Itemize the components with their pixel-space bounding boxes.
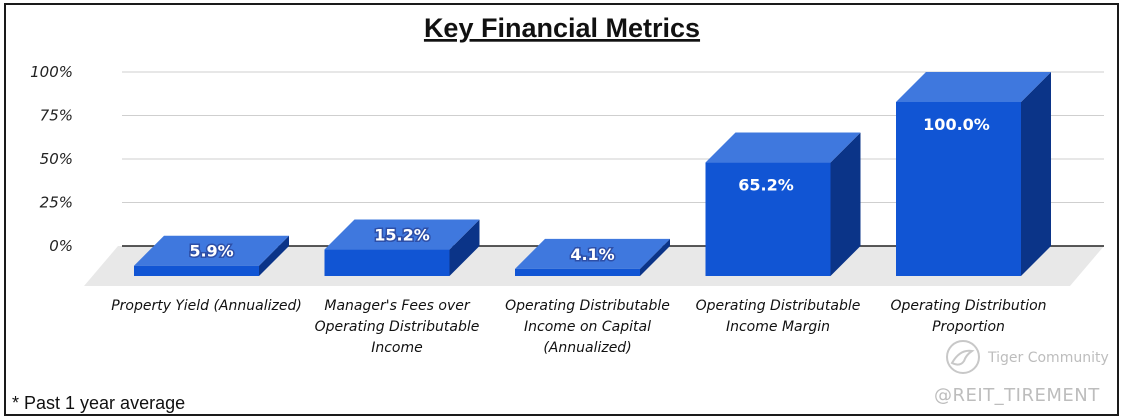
bar: 15.2%: [324, 219, 480, 276]
bar: 100.0%: [896, 72, 1051, 276]
bar-side: [830, 132, 861, 276]
bar-side: [640, 238, 670, 276]
bar-top: [896, 72, 1051, 102]
bar-side: [259, 235, 289, 276]
category-label: Property Yield (Annualized): [111, 298, 302, 314]
bar-front: [134, 265, 259, 276]
footnote: * Past 1 year average: [12, 393, 185, 413]
bar-top: [324, 219, 480, 250]
bar: 4.1%: [515, 238, 670, 276]
data-label: 15.2%: [374, 226, 430, 245]
bar: 65.2%: [705, 132, 861, 276]
data-label: 65.2%: [738, 176, 794, 195]
category-label: Operating Distribution Proportion: [890, 298, 1046, 335]
bar-side: [449, 219, 480, 276]
bar-front: [896, 102, 1021, 276]
data-label: 4.1%: [570, 245, 614, 264]
bar-top: [515, 238, 670, 269]
bar-front: [705, 162, 831, 276]
watermark-handle: @REIT_TIREMENT: [934, 385, 1100, 406]
bar-front: [324, 249, 450, 276]
y-tick-label: 50%: [40, 150, 73, 168]
data-label: 5.9%: [189, 242, 233, 261]
bar-top: [134, 235, 289, 266]
data-label: 100.0%: [923, 115, 990, 134]
bar-top: [705, 132, 861, 163]
tiger-logo-icon: [946, 340, 980, 374]
bar: 5.9%: [134, 235, 289, 276]
category-label: Operating Distributable Income Margin: [696, 298, 861, 335]
category-label: Manager's Fees over Operating Distributab…: [315, 298, 480, 356]
watermark-brand: Tiger Community: [987, 350, 1109, 366]
x-axis: Property Yield (Annualized) Manager's Fee…: [111, 298, 1046, 356]
y-tick-label: 75%: [40, 107, 73, 125]
bars: 5.9% 15.2% 4.1% 65.2% 100.0%: [134, 72, 1051, 276]
category-label: Operating Distributable Income on Capital…: [505, 298, 670, 356]
y-tick-label: 100%: [30, 63, 73, 81]
y-tick-label: 0%: [49, 237, 73, 255]
bar-side: [1021, 72, 1051, 276]
bar-front: [515, 268, 640, 276]
chart-title: Key Financial Metrics: [424, 13, 700, 43]
y-tick-label: 25%: [40, 194, 73, 212]
y-axis: 0% 25% 50% 75% 100%: [30, 63, 73, 255]
